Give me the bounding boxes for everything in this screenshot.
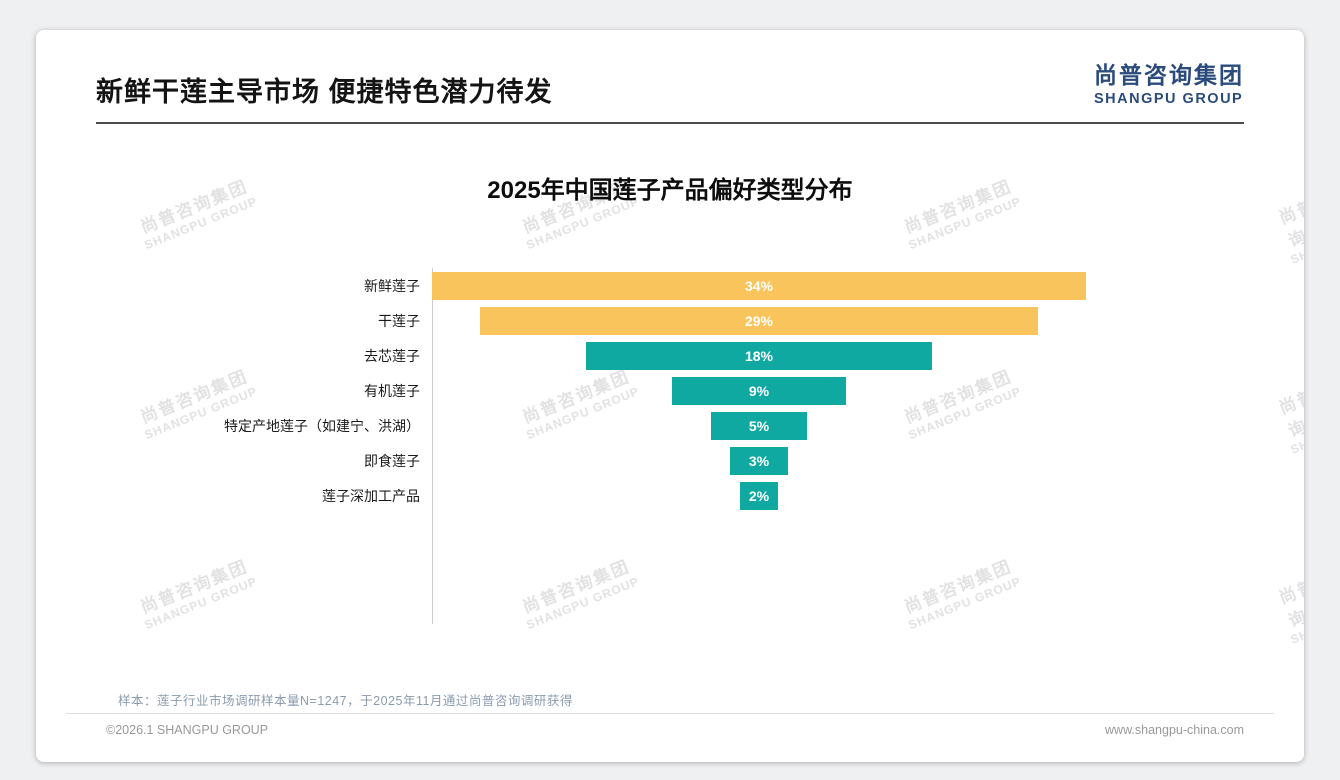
website-link[interactable]: www.shangpu-china.com bbox=[1105, 723, 1244, 737]
footer-divider bbox=[66, 713, 1274, 714]
category-label: 新鲜莲子 bbox=[364, 278, 420, 294]
category-label: 有机莲子 bbox=[364, 383, 420, 399]
plot-area: 3% bbox=[432, 447, 1244, 475]
bar: 18% bbox=[585, 342, 933, 370]
bar: 5% bbox=[710, 412, 808, 440]
plot-area: 18% bbox=[432, 342, 1244, 370]
category-label: 莲子深加工产品 bbox=[322, 488, 420, 504]
bar: 29% bbox=[480, 307, 1038, 335]
bar-value-label: 18% bbox=[744, 348, 773, 364]
chart-row: 去芯莲子 18% bbox=[96, 342, 1244, 370]
plot-area: 34% bbox=[432, 272, 1244, 300]
plot-area: 2% bbox=[432, 482, 1244, 510]
chart-rows: 新鲜莲子 34% 干莲子 29% 去芯莲子 18% 有机莲子 9% 特定产地莲子（如建宁、洪湖）… bbox=[96, 272, 1244, 517]
bar-value-label: 34% bbox=[744, 278, 774, 294]
category-label: 去芯莲子 bbox=[364, 348, 420, 364]
bar: 34% bbox=[432, 272, 1086, 300]
chart-row: 莲子深加工产品 2% bbox=[96, 482, 1244, 510]
plot-area: 29% bbox=[432, 307, 1244, 335]
category-label: 即食莲子 bbox=[364, 453, 420, 469]
chart-title: 2025年中国莲子产品偏好类型分布 bbox=[487, 177, 853, 204]
bar: 3% bbox=[730, 447, 788, 475]
chart-row: 有机莲子 9% bbox=[96, 377, 1244, 405]
bar-value-label: 3% bbox=[748, 453, 770, 469]
slide-content: 新鲜干莲主导市场 便捷特色潜力待发 尚普咨询集团 SHANGPU GROUP 2… bbox=[36, 30, 1304, 762]
logo-en-text: SHANGPU GROUP bbox=[1094, 91, 1244, 107]
category-label: 特定产地莲子（如建宁、洪湖） bbox=[224, 418, 420, 434]
plot-area: 5% bbox=[432, 412, 1244, 440]
chart-row: 干莲子 29% bbox=[96, 307, 1244, 335]
page-title: 新鲜干莲主导市场 便捷特色潜力待发 bbox=[96, 77, 553, 107]
chart-row: 特定产地莲子（如建宁、洪湖） 5% bbox=[96, 412, 1244, 440]
category-label: 干莲子 bbox=[378, 313, 420, 329]
header-divider bbox=[96, 122, 1244, 124]
bar: 2% bbox=[739, 482, 779, 510]
copyright-text: ©2026.1 SHANGPU GROUP bbox=[106, 723, 269, 737]
bar-value-label: 5% bbox=[748, 418, 770, 434]
chart-axis-line bbox=[432, 268, 433, 624]
footer-bar: ©2026.1 SHANGPU GROUP www.shangpu-china.… bbox=[106, 723, 1244, 737]
plot-area: 9% bbox=[432, 377, 1244, 405]
bar-value-label: 2% bbox=[748, 488, 770, 504]
funnel-bar-chart: 新鲜莲子 34% 干莲子 29% 去芯莲子 18% 有机莲子 9% 特定产地莲子（如建宁、洪湖）… bbox=[96, 268, 1244, 624]
bar: 9% bbox=[672, 377, 846, 405]
sample-note: 样本：莲子行业市场调研样本量N=1247，于2025年11月通过尚普咨询调研获得 bbox=[118, 694, 573, 708]
company-logo: 尚普咨询集团 SHANGPU GROUP bbox=[1094, 56, 1244, 107]
slide-card: 尚普咨询集团 SHANGPU GROUP 尚普咨询集团 SHANGPU GROUP 尚普… bbox=[36, 30, 1304, 762]
bar-value-label: 29% bbox=[744, 313, 773, 329]
chart-row: 即食莲子 3% bbox=[96, 447, 1244, 475]
bar-value-label: 9% bbox=[748, 383, 770, 399]
logo-cn-text: 尚普咨询集团 bbox=[1094, 62, 1244, 88]
chart-row: 新鲜莲子 34% bbox=[96, 272, 1244, 300]
